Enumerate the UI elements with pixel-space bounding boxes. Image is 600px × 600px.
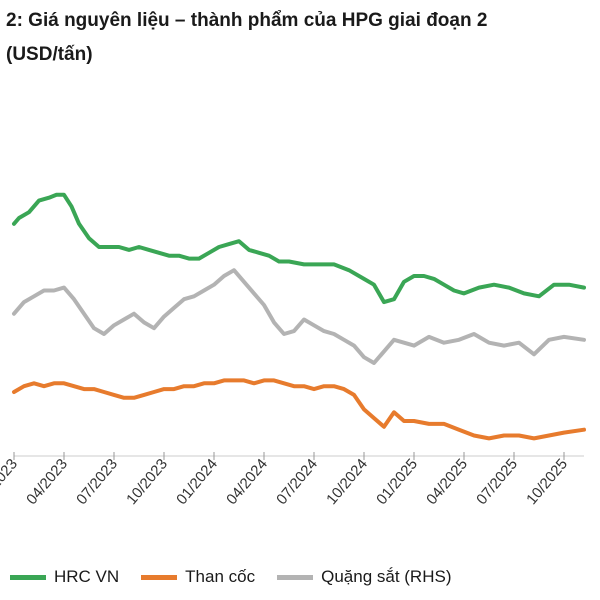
x-tick-label: 04/2023 [23, 456, 71, 508]
series-line-iron-ore [12, 268, 586, 365]
x-tick-label: 10/2024 [323, 456, 371, 508]
x-tick-label: 10/2023 [123, 456, 171, 508]
series-layer [12, 192, 586, 441]
x-tick-label: 07/2024 [273, 456, 321, 508]
legend-label-iron-ore: Quặng sắt (RHS) [321, 567, 452, 586]
series-line-coke [12, 378, 586, 441]
x-tick-label: 01/2025 [373, 456, 421, 508]
chart-subtitle: (USD/tấn) [6, 44, 93, 65]
legend-swatch-hrc [10, 574, 46, 580]
x-tick-labels: 2023 04/2023 07/2023 10/2023 01/2024 04/2024 0… [0, 456, 571, 508]
chart-legend: HRC VN Than cốc Quặng sắt (RHS) [10, 565, 474, 589]
legend-item-iron-ore: Quặng sắt (RHS) [277, 567, 452, 587]
line-chart: 2023 04/2023 07/2023 10/2023 01/2024 04/2024 0… [0, 192, 586, 508]
x-tick-label: 01/2024 [173, 456, 221, 508]
legend-swatch-coke [141, 574, 178, 580]
legend-item-coke: Than cốc [141, 567, 255, 587]
x-tick-label: 10/2025 [523, 456, 571, 508]
chart-title: 2: Giá nguyên liệu – thành phẩm của HPG … [6, 10, 488, 31]
x-tick-label: 07/2025 [473, 456, 521, 508]
x-tick-label: 04/2025 [423, 456, 471, 508]
legend-item-hrc: HRC VN [10, 567, 119, 587]
legend-label-hrc: HRC VN [54, 567, 120, 586]
legend-swatch-iron-ore [277, 574, 314, 580]
legend-label-coke: Than cốc [185, 567, 256, 586]
x-axis [13, 452, 584, 460]
x-tick-label: 2023 [0, 456, 21, 492]
series-line-hrc [12, 192, 586, 305]
x-tick-label: 07/2023 [73, 456, 121, 508]
x-tick-label: 04/2024 [223, 456, 271, 508]
